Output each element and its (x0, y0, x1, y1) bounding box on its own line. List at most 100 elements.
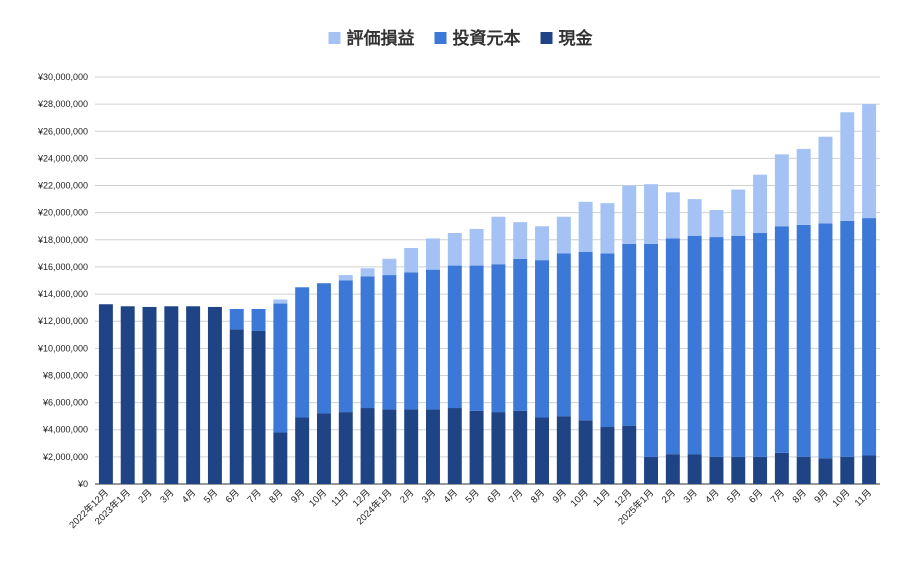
legend-label: 投資元本 (453, 28, 521, 49)
bar-segment (535, 226, 549, 261)
y-tick-label: ¥20,000,000 (37, 208, 88, 218)
bar-segment (818, 223, 833, 459)
x-tick-label: 4月 (703, 487, 721, 505)
x-tick-label: 7月 (507, 487, 525, 505)
bar-segment (731, 456, 746, 484)
gridlines (95, 76, 880, 485)
bar-segment (774, 154, 789, 227)
bar-segment (491, 216, 506, 265)
bar-segment (360, 268, 375, 277)
bar-segment (709, 237, 724, 457)
bar-segment (862, 104, 877, 219)
bar-segment (469, 265, 484, 411)
x-tick-label: 11月 (853, 487, 874, 508)
bar-segment (273, 303, 288, 433)
legend-item: 評価損益 (328, 28, 415, 49)
bar-segment (796, 456, 811, 484)
bar-segment (840, 112, 855, 221)
y-tick-label: ¥22,000,000 (37, 181, 88, 191)
bar-segment (535, 417, 549, 484)
bar-segment (840, 456, 855, 484)
bar-segment (360, 276, 375, 409)
y-tick-label: ¥26,000,000 (37, 126, 88, 136)
bar-segment (840, 220, 855, 457)
y-tick-label: ¥28,000,000 (37, 99, 88, 109)
bar-segment (273, 299, 288, 304)
y-tick-label: ¥6,000,000 (42, 398, 88, 408)
y-tick-label: ¥18,000,000 (37, 235, 88, 245)
bar-segment (513, 222, 528, 259)
bar-segment (644, 243, 659, 457)
bar-segment (556, 253, 571, 417)
bar-segment (426, 269, 440, 410)
legend-label: 現金 (559, 28, 594, 49)
bar-segment (753, 174, 768, 234)
bar-segment (578, 201, 593, 253)
bar-segment (98, 304, 113, 484)
legend-item: 現金 (540, 28, 594, 49)
bar-segment (207, 306, 222, 484)
bars (98, 104, 877, 484)
bar-segment (295, 417, 310, 484)
bar-segment (796, 224, 811, 457)
bar-segment (731, 189, 746, 236)
x-tick-label: 5月 (463, 487, 481, 505)
bar-segment (622, 243, 637, 426)
bar-segment (774, 226, 789, 453)
legend-swatch (328, 32, 341, 44)
x-tick-label: 11月 (591, 487, 612, 508)
bar-segment (273, 432, 288, 484)
y-tick-label: ¥30,000,000 (37, 72, 88, 82)
x-tick-label: 4月 (442, 487, 460, 505)
bar-segment (382, 275, 397, 410)
bar-segment (535, 260, 549, 418)
bar-segment (687, 199, 702, 236)
bar-segment (665, 192, 680, 239)
bar-segment (731, 235, 746, 457)
bar-segment (120, 306, 135, 484)
bar-segment (578, 420, 593, 484)
bar-segment (404, 272, 419, 410)
bar-segment (469, 410, 484, 484)
y-tick-label: ¥12,000,000 (37, 316, 88, 326)
x-tick-label: 8月 (791, 487, 809, 505)
bar-segment (382, 258, 397, 276)
bar-segment (251, 308, 266, 331)
legend: 評価損益 投資元本 現金 (328, 28, 594, 49)
bar-segment (295, 287, 310, 418)
x-tick-label: 9月 (812, 487, 830, 505)
bar-segment (644, 456, 659, 484)
x-tick-label: 3月 (682, 487, 700, 505)
bar-segment (447, 233, 462, 266)
y-tick-label: ¥0 (77, 479, 88, 489)
bar-segment (142, 306, 157, 484)
bar-segment (665, 454, 680, 484)
x-tick-label: 8月 (529, 487, 547, 505)
bar-segment (404, 247, 419, 273)
bar-segment (796, 148, 811, 225)
y-tick-label: ¥24,000,000 (37, 153, 88, 163)
x-tick-label: 11月 (329, 487, 350, 508)
bar-segment (862, 455, 877, 484)
x-tick-label: 6月 (485, 487, 503, 505)
bar-segment (578, 252, 593, 421)
bar-segment (447, 265, 462, 409)
x-tick-label: 7月 (245, 487, 263, 505)
bar-segment (229, 308, 244, 330)
bar-segment (164, 306, 179, 484)
y-tick-label: ¥14,000,000 (37, 289, 88, 299)
bar-segment (709, 209, 724, 238)
legend-swatch (540, 32, 553, 44)
bar-segment (316, 413, 331, 484)
bar-segment (316, 283, 331, 414)
x-tick-label: 3月 (158, 487, 176, 505)
legend-item: 投資元本 (434, 28, 521, 49)
bar-segment (229, 329, 244, 484)
x-tick-label: 10月 (830, 487, 852, 509)
bar-segment (644, 184, 659, 244)
x-tick-label: 9月 (289, 487, 307, 505)
x-tick-label: 8月 (267, 487, 285, 505)
